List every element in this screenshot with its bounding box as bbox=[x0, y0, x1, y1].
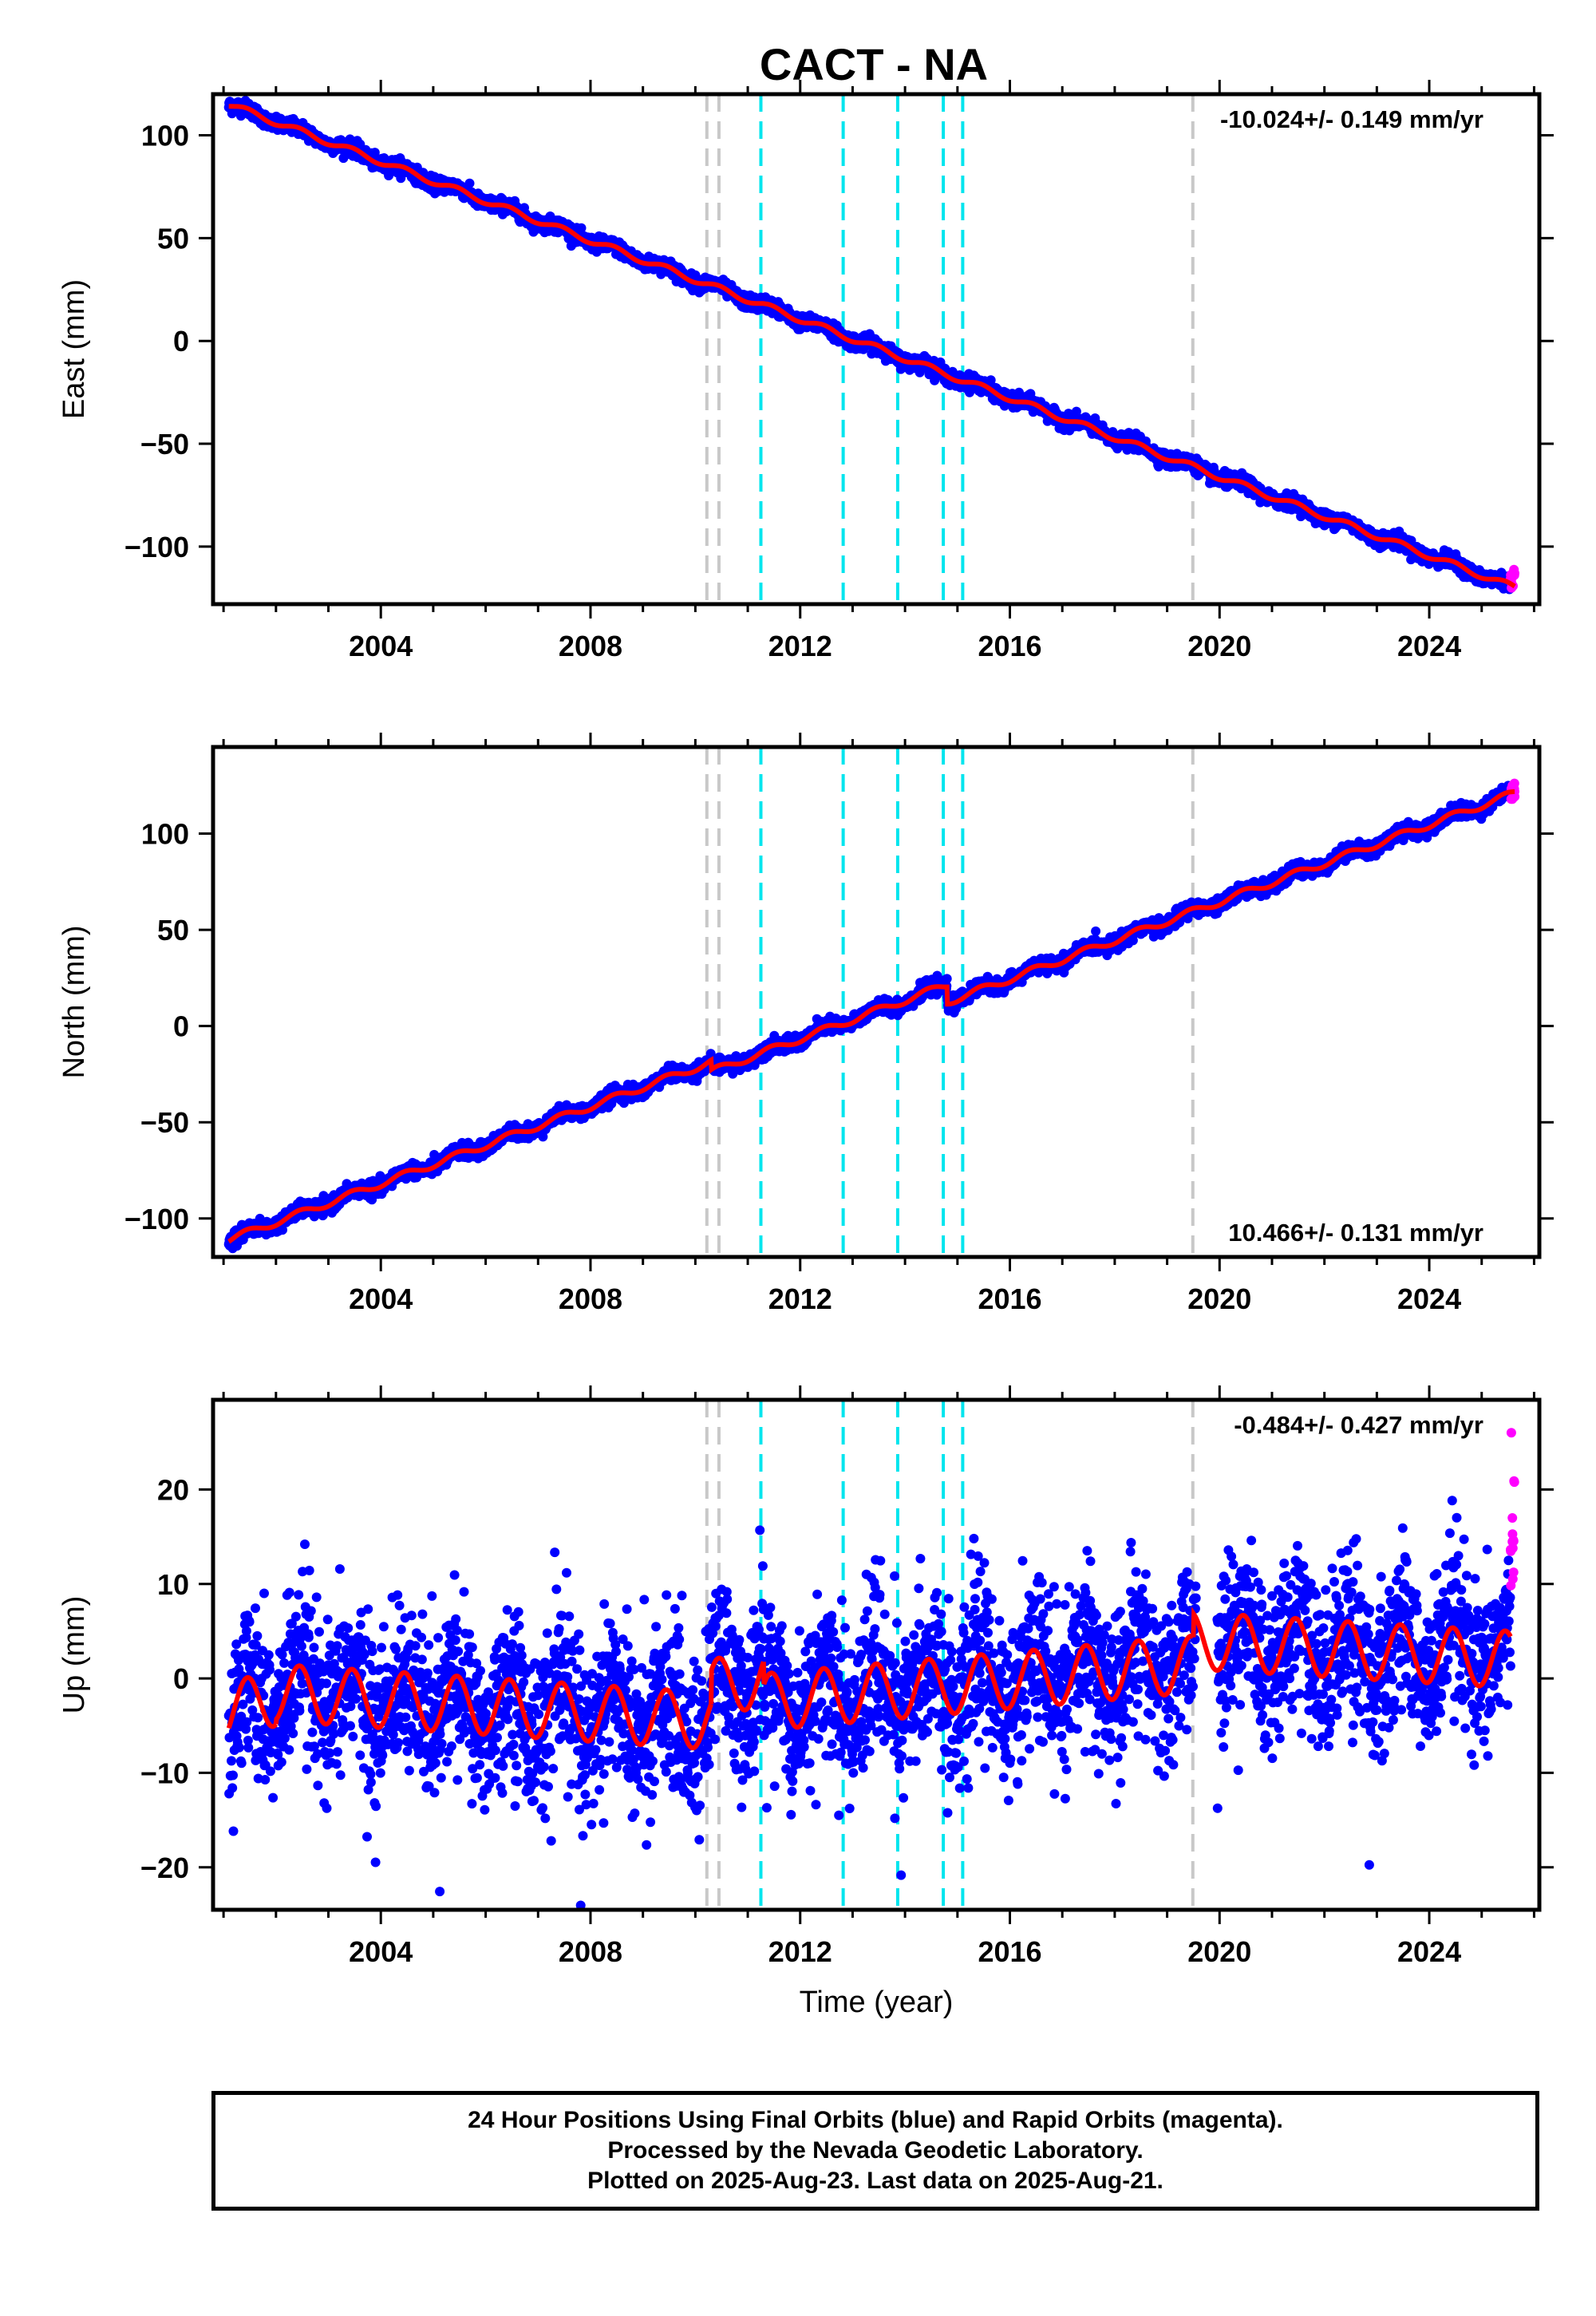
east-x-tick-label: 2024 bbox=[1397, 630, 1461, 662]
east-final-orbit-point bbox=[576, 223, 587, 233]
east-x-tick-label: 2016 bbox=[978, 630, 1041, 662]
east-rate-annotation: -10.024+/- 0.149 mm/yr bbox=[1220, 105, 1483, 133]
east-x-tick-label: 2004 bbox=[349, 630, 413, 662]
east-final-orbit-point bbox=[369, 148, 380, 158]
east-final-orbit-point bbox=[1071, 406, 1081, 417]
east-y-tick-label: 50 bbox=[157, 222, 189, 255]
east-y-tick-label: 0 bbox=[173, 325, 189, 358]
east-x-tick-label: 2012 bbox=[768, 630, 832, 662]
east-final-orbit-point bbox=[464, 178, 475, 188]
east-y-tick-label: 100 bbox=[141, 120, 189, 152]
east-y-axis-label: East (mm) bbox=[57, 279, 91, 419]
east-final-orbit-point bbox=[986, 375, 996, 385]
figure-title: CACT - NA bbox=[760, 39, 988, 89]
north-data-points bbox=[223, 778, 1520, 1254]
east-x-tick-label: 2020 bbox=[1187, 630, 1251, 662]
east-x-tick-label: 2008 bbox=[559, 630, 622, 662]
east-panel: 2004 2008 2012 2016 2020 2024 −100 −50 0 50 100 Eas… bbox=[57, 80, 1554, 662]
east-y-tick-label: −100 bbox=[124, 531, 189, 563]
north-panel: 2004 2008 2012 2016 2020 2024−100−50050100Nor… bbox=[57, 733, 1554, 1315]
east-y-tick-label: −50 bbox=[140, 428, 189, 460]
